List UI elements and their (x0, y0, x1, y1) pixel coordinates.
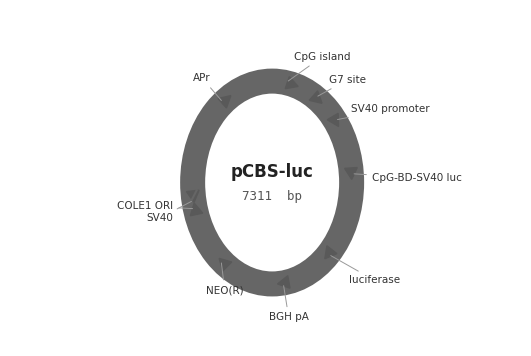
Text: COLE1 ORI: COLE1 ORI (117, 201, 193, 211)
Text: SV40 promoter: SV40 promoter (338, 104, 430, 120)
Polygon shape (219, 258, 232, 271)
Text: 7311  bp: 7311 bp (242, 190, 302, 203)
Text: G7 site: G7 site (318, 75, 366, 96)
Polygon shape (186, 190, 199, 202)
Text: NEO(R): NEO(R) (206, 263, 244, 295)
Polygon shape (285, 77, 298, 89)
Text: SV40: SV40 (147, 201, 191, 223)
Polygon shape (218, 96, 231, 108)
Polygon shape (325, 246, 337, 259)
Text: CpG island: CpG island (288, 52, 350, 81)
Text: CpG-BD-SV40 luc: CpG-BD-SV40 luc (354, 173, 462, 183)
Polygon shape (190, 203, 203, 216)
Text: APr: APr (193, 73, 221, 100)
Polygon shape (278, 276, 290, 288)
Text: pCBS-luc: pCBS-luc (230, 163, 314, 180)
Polygon shape (345, 168, 357, 179)
Text: luciferase: luciferase (331, 256, 400, 285)
Text: BGH pA: BGH pA (269, 286, 309, 322)
Polygon shape (309, 91, 322, 103)
Polygon shape (327, 113, 339, 126)
